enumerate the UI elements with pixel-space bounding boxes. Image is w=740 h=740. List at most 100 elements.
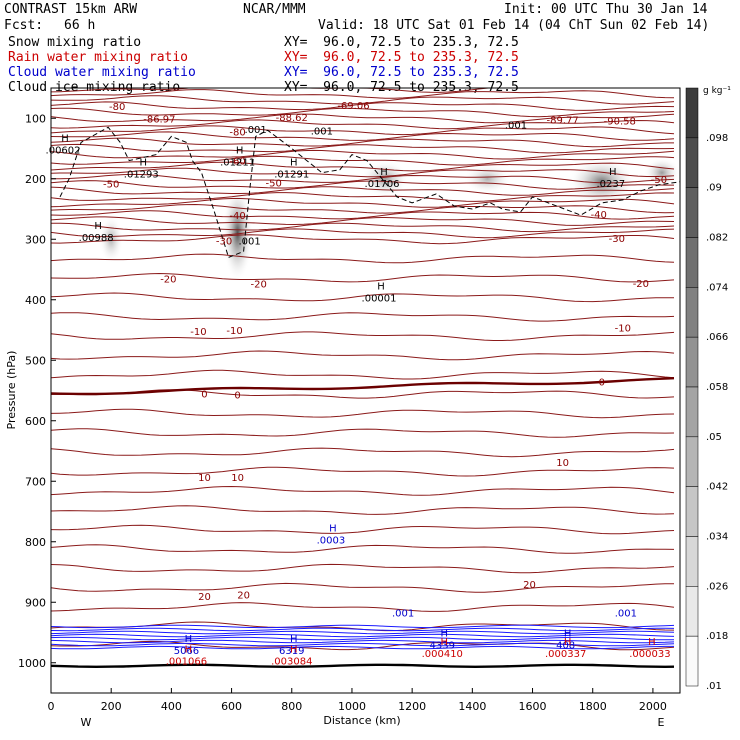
- x-end-east: E: [658, 716, 665, 729]
- colorbar-swatch: [685, 336, 699, 388]
- temperature-contour-line: [51, 447, 675, 458]
- surface-line: [51, 663, 675, 669]
- extremum-mark: H: [140, 158, 148, 169]
- contour-label: -30: [216, 236, 232, 247]
- contour-label: -10: [226, 326, 242, 337]
- x-tick-label: 0: [48, 700, 55, 713]
- colorbar-swatch: [685, 486, 699, 537]
- init-time: Init: 00 UTC Thu 30 Jan 14: [504, 2, 708, 17]
- colorbar-tick-label: .018: [706, 631, 728, 642]
- temperature-contour-line: [51, 216, 675, 226]
- x-tick-label: 600: [221, 700, 242, 713]
- extremum-value: .001066: [166, 657, 207, 668]
- extremum-mark: H: [648, 637, 656, 648]
- extremum-value: 6319: [279, 646, 304, 657]
- extremum-mark: H: [377, 282, 385, 293]
- colorbar: .098 .09 .082 .074 .066 .058 .05 .042 .034 .026 .0…: [685, 87, 728, 692]
- extremum-value: .003084: [271, 657, 312, 668]
- shaded-maximum: [360, 160, 410, 197]
- field-name-rain: Rain water mixing ratio: [8, 50, 189, 65]
- contour-label: -40: [591, 210, 607, 221]
- cloud-water-contour: [51, 642, 675, 647]
- extremum-mark: H: [564, 637, 572, 648]
- temperature-contour-line: [51, 149, 675, 160]
- temperature-contour-line: [51, 119, 675, 130]
- colorbar-tick-label: .026: [706, 581, 728, 592]
- y-tick-label: 100: [25, 112, 46, 125]
- temperature-contour-line: [51, 408, 675, 419]
- contour-label: -88.62: [276, 113, 308, 124]
- contour-label: 20: [523, 580, 536, 591]
- extremum-value: .01293: [124, 170, 159, 181]
- extremum-value: .000337: [545, 649, 586, 660]
- temperature-contour-line: [51, 101, 675, 111]
- contour-label: -50: [103, 180, 119, 191]
- contour-label: -60: [229, 157, 245, 168]
- colorbar-tick-label: .01: [706, 681, 722, 692]
- colorbar-tick-label: .098: [706, 133, 728, 144]
- contour-label: -69.06: [337, 101, 369, 112]
- temperature-contour-line: [51, 173, 675, 184]
- temperature-contour-line: [51, 210, 675, 220]
- colorbar-swatch: [685, 436, 699, 487]
- colorbar-swatch: [685, 187, 699, 238]
- contour-label: -89.77: [547, 115, 579, 126]
- temperature-contour-line: [51, 272, 675, 283]
- contour-label: -20: [160, 275, 176, 286]
- field-xy-cloud-water: XY= 96.0, 72.5 to 235.3, 72.5: [284, 65, 519, 80]
- colorbar-swatch: [685, 87, 699, 139]
- snow-mixing-contour: [59, 126, 680, 259]
- cloud-water-contour: [51, 627, 675, 632]
- extremum-value: .001: [392, 608, 414, 619]
- x-tick-label: 1600: [519, 700, 547, 713]
- colorbar-tick-label: .074: [706, 282, 728, 293]
- y-tick-label: 500: [25, 354, 46, 367]
- extremum-value: .00001: [362, 294, 397, 305]
- contour-label: .001: [505, 120, 527, 131]
- temperature-contour-line: [51, 222, 675, 233]
- field-name-snow: Snow mixing ratio: [8, 35, 142, 50]
- colorbar-swatch: [685, 137, 699, 188]
- contour-label: 20: [198, 592, 211, 603]
- temperature-contour-line: [51, 78, 674, 87]
- temperature-contour-line: [51, 203, 675, 214]
- extremum-value: .01211: [220, 158, 255, 169]
- temperature-contour-line: [51, 228, 675, 239]
- shaded-maximum: [463, 163, 512, 194]
- contour-label: -50: [266, 178, 282, 189]
- temperature-contour-line: [51, 186, 675, 196]
- x-tick-label: 1800: [579, 700, 607, 713]
- center-label: NCAR/MMM: [243, 2, 306, 17]
- colorbar-swatch: [685, 635, 699, 687]
- temperature-contour-line: [51, 524, 675, 535]
- colorbar-tick-label: .034: [706, 532, 728, 543]
- colorbar-swatch: [685, 386, 699, 438]
- temperature-contour-line: [51, 107, 675, 118]
- extremum-mark: H: [380, 167, 388, 178]
- cloud-water-contour: [51, 624, 675, 629]
- contour-label: -10: [190, 327, 206, 338]
- extremum-mark: H: [290, 158, 298, 169]
- y-tick-label: 200: [25, 173, 46, 186]
- y-tick-label: 700: [25, 475, 46, 488]
- x-tick-label: 800: [281, 700, 302, 713]
- y-tick-label: 900: [25, 596, 46, 609]
- contour-label: 0: [599, 377, 605, 388]
- colorbar-unit: g kg⁻¹: [703, 86, 731, 96]
- fcst-label: Fcst:: [4, 18, 44, 33]
- x-tick-label: 1000: [338, 700, 366, 713]
- extremum-value: 5066: [174, 646, 199, 657]
- contour-label: -80: [229, 128, 245, 139]
- y-tick-label: 800: [25, 536, 46, 549]
- extremum-value: .01291: [274, 170, 309, 181]
- extremum-mark: H: [290, 634, 298, 645]
- temperature-contour-line: [51, 155, 675, 166]
- x-tick-label: 1200: [398, 700, 426, 713]
- extremum-value: .00602: [46, 145, 81, 156]
- contour-label: -80: [109, 102, 125, 113]
- temperature-contour-line: [51, 312, 675, 322]
- temperature-contour-line: [51, 234, 675, 245]
- extremum-mark: H: [236, 146, 244, 157]
